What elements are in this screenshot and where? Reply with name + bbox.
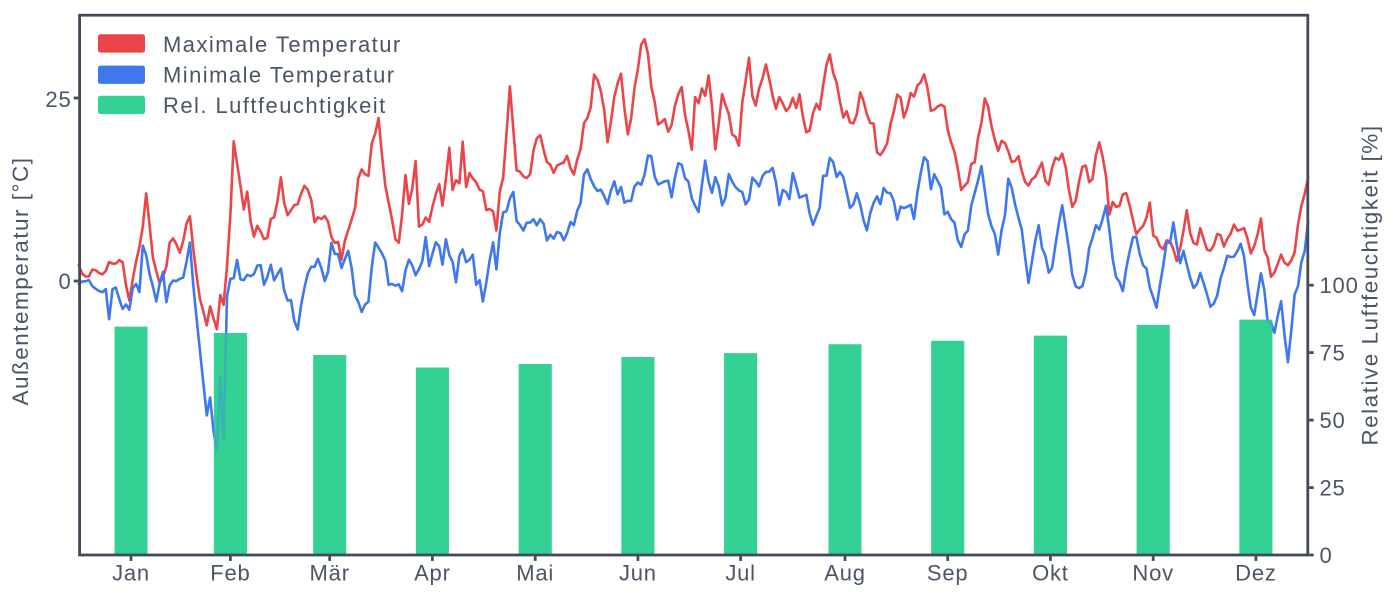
svg-text:Maximale Temperatur: Maximale Temperatur (163, 32, 402, 57)
svg-text:Okt: Okt (1032, 561, 1069, 586)
svg-text:0: 0 (1320, 543, 1333, 568)
svg-text:Außentemperatur [°C]: Außentemperatur [°C] (8, 156, 33, 405)
svg-text:25: 25 (45, 87, 71, 112)
svg-text:Feb: Feb (210, 561, 250, 586)
svg-text:Mär: Mär (310, 561, 350, 586)
svg-text:Apr: Apr (414, 561, 451, 586)
svg-text:50: 50 (1320, 408, 1346, 433)
svg-text:Mai: Mai (516, 561, 554, 586)
svg-text:Nov: Nov (1132, 561, 1174, 586)
svg-text:0: 0 (58, 269, 71, 294)
svg-text:Relative Luftfeuchtigkeit [%]: Relative Luftfeuchtigkeit [%] (1358, 124, 1383, 445)
svg-text:Jan: Jan (112, 561, 150, 586)
svg-text:Jul: Jul (725, 561, 756, 586)
svg-text:Sep: Sep (927, 561, 969, 586)
svg-text:Minimale Temperatur: Minimale Temperatur (163, 63, 396, 88)
svg-text:Dez: Dez (1235, 561, 1277, 586)
svg-text:Jun: Jun (619, 561, 657, 586)
svg-text:25: 25 (1320, 476, 1346, 501)
svg-text:100: 100 (1320, 273, 1359, 298)
svg-text:Rel. Luftfeuchtigkeit: Rel. Luftfeuchtigkeit (163, 93, 387, 118)
svg-text:75: 75 (1320, 341, 1346, 366)
svg-text:Aug: Aug (824, 561, 866, 586)
